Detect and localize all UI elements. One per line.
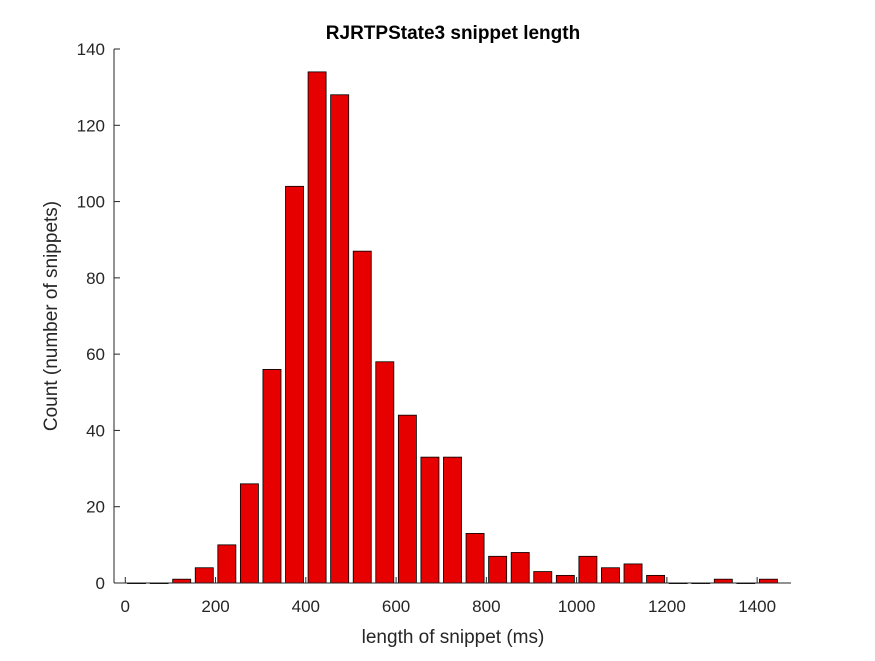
histogram-bar bbox=[262, 368, 282, 584]
histogram-bar bbox=[397, 414, 417, 584]
x-tick-label: 800 bbox=[472, 597, 500, 616]
y-tick-label: 80 bbox=[86, 269, 105, 288]
x-tick-label: 0 bbox=[121, 597, 130, 616]
histogram-bar bbox=[330, 94, 350, 584]
histogram-bar bbox=[194, 567, 214, 584]
histogram-bar bbox=[601, 567, 620, 584]
x-tick-label: 200 bbox=[201, 597, 229, 616]
y-axis-label: Count (number of snippets) bbox=[41, 201, 62, 431]
histogram-bar bbox=[217, 544, 237, 584]
histogram-bar bbox=[375, 361, 395, 584]
y-ticks-group: 0 20 40 60 80 100 120 140 bbox=[77, 40, 120, 593]
y-tick-label: 120 bbox=[77, 116, 105, 135]
x-axis-label: length of snippet (ms) bbox=[362, 627, 545, 648]
histogram-bar bbox=[510, 552, 530, 584]
histogram-bar bbox=[285, 185, 304, 584]
chart-title: RJRTPState3 snippet length bbox=[326, 23, 580, 44]
histogram-bar bbox=[759, 578, 778, 584]
histogram-bar bbox=[420, 456, 440, 584]
x-tick-label: 400 bbox=[292, 597, 320, 616]
histogram-bar bbox=[555, 574, 575, 584]
bars-group bbox=[127, 71, 778, 585]
histogram-bar bbox=[352, 250, 372, 584]
histogram-bar bbox=[713, 578, 733, 584]
histogram-bar bbox=[172, 578, 192, 584]
histogram-bar bbox=[239, 483, 259, 584]
x-ticks-group: 0 200 400 600 800 1000 1200 1400 bbox=[121, 577, 776, 616]
histogram-bar bbox=[443, 456, 462, 584]
y-tick-label: 100 bbox=[77, 193, 105, 212]
x-tick-label: 600 bbox=[382, 597, 410, 616]
histogram-bar bbox=[488, 555, 508, 584]
y-tick-label: 20 bbox=[86, 498, 105, 517]
x-tick-label: 1400 bbox=[738, 597, 776, 616]
histogram-bar bbox=[465, 533, 485, 584]
y-tick-label: 40 bbox=[86, 421, 105, 440]
histogram-bar bbox=[578, 555, 598, 584]
x-tick-label: 1200 bbox=[648, 597, 686, 616]
y-tick-label: 0 bbox=[96, 574, 105, 593]
histogram-bar bbox=[646, 574, 666, 584]
y-tick-label: 60 bbox=[86, 345, 105, 364]
histogram-bar bbox=[623, 563, 643, 584]
histogram-bar bbox=[307, 71, 327, 584]
x-tick-label: 1000 bbox=[558, 597, 596, 616]
axes-group bbox=[113, 49, 791, 584]
y-tick-label: 140 bbox=[77, 40, 105, 59]
histogram-bar bbox=[533, 571, 553, 584]
